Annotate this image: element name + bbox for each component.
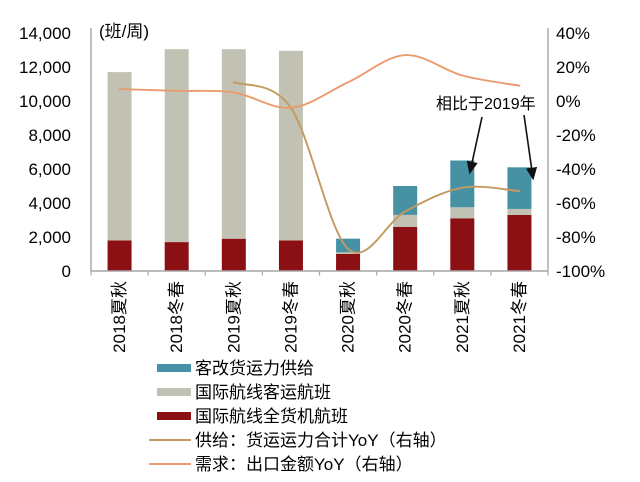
left-axis-tick-label: 14,000 (19, 24, 71, 43)
right-axis-tick-label: -80% (556, 228, 596, 247)
bar-segment (164, 49, 189, 243)
left-axis-tick-label: 12,000 (19, 58, 71, 77)
legend-item-label: 国际航线客运航班 (195, 382, 331, 402)
x-axis-category-label: 2020夏秋 (339, 281, 358, 353)
bar-segment (336, 254, 361, 271)
annotation-arrow (466, 116, 483, 175)
left-axis-tick-label: 4,000 (28, 194, 71, 213)
right-axis-tick-label: -100% (556, 262, 605, 281)
bar-segment (507, 167, 532, 209)
x-axis-category-label: 2021冬春 (510, 281, 529, 353)
legend-item-label: 供给：货运运力合计YoY（右轴） (195, 430, 447, 450)
bar-segment (164, 242, 189, 271)
legend-bar-swatch (157, 388, 191, 396)
legend-bar-swatch (157, 412, 191, 420)
left-axis-tick-label: 0 (62, 262, 71, 281)
bar-segment (507, 214, 532, 271)
legend-item: 国际航线全货机航班 (149, 404, 447, 428)
bar-segment (107, 240, 132, 271)
bar-segment (336, 252, 361, 254)
legend-bar-swatch (157, 364, 191, 372)
bar-segment (221, 238, 246, 271)
legend-item-label: 国际航线全货机航班 (195, 406, 348, 426)
legend-item: 国际航线客运航班 (149, 380, 447, 404)
right-axis-tick-label: -60% (556, 194, 596, 213)
bar-segment (221, 49, 246, 239)
bar-segment (393, 186, 418, 215)
bar-segment (393, 226, 418, 271)
right-axis-tick-label: 0% (556, 92, 581, 111)
bar-segment (278, 50, 303, 241)
bar-segment (507, 208, 532, 215)
legend-item-label: 需求：出口金额YoY（右轴） (195, 454, 413, 474)
right-axis-tick-label: 20% (556, 58, 590, 77)
legend-line-swatch (149, 439, 191, 441)
right-axis-tick-label: 40% (556, 24, 590, 43)
line-series (118, 54, 521, 109)
x-axis-category-label: 2018夏秋 (110, 281, 129, 353)
annotation-arrow (523, 114, 538, 181)
legend-item: 客改货运力供给 (149, 356, 447, 380)
line-series (232, 81, 521, 254)
x-axis-category-label: 2019夏秋 (224, 281, 243, 353)
bar-segment (450, 218, 475, 271)
left-axis-tick-label: 6,000 (28, 160, 71, 179)
x-axis-category-label: 2019冬春 (281, 281, 300, 353)
bar-segment (450, 207, 475, 219)
legend-item-label: 客改货运力供给 (195, 358, 314, 378)
legend-line-swatch (149, 463, 191, 465)
y-axis-unit-label: (班/周) (99, 22, 150, 41)
left-axis-tick-label: 2,000 (28, 228, 71, 247)
right-axis-tick-label: -20% (556, 126, 596, 145)
legend-item: 供给：货运运力合计YoY（右轴） (149, 428, 447, 452)
bar-segment (278, 240, 303, 271)
bar-segment (336, 238, 361, 253)
x-axis-category-label: 2020冬春 (396, 281, 415, 353)
legend: 客改货运力供给 国际航线客运航班 国际航线全货机航班供给：货运运力合计YoY（右轴）… (149, 356, 447, 476)
x-axis-category-label: 2018冬春 (167, 281, 186, 353)
left-axis-tick-label: 10,000 (19, 92, 71, 111)
legend-item: 需求：出口金额YoY（右轴） (149, 452, 447, 476)
right-axis-tick-label: -40% (556, 160, 596, 179)
bar-segment (393, 214, 418, 227)
left-axis-tick-label: 8,000 (28, 126, 71, 145)
bar-segment (107, 72, 132, 241)
annotation-text: 相比于2019年 (436, 96, 536, 113)
x-axis-category-label: 2021夏秋 (453, 281, 472, 353)
